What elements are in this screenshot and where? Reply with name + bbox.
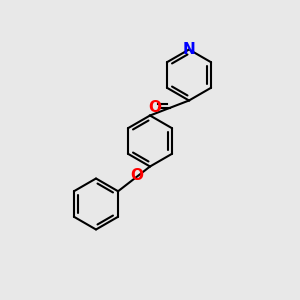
Text: O: O (130, 168, 143, 183)
Text: O: O (148, 100, 161, 116)
Text: N: N (183, 42, 195, 57)
